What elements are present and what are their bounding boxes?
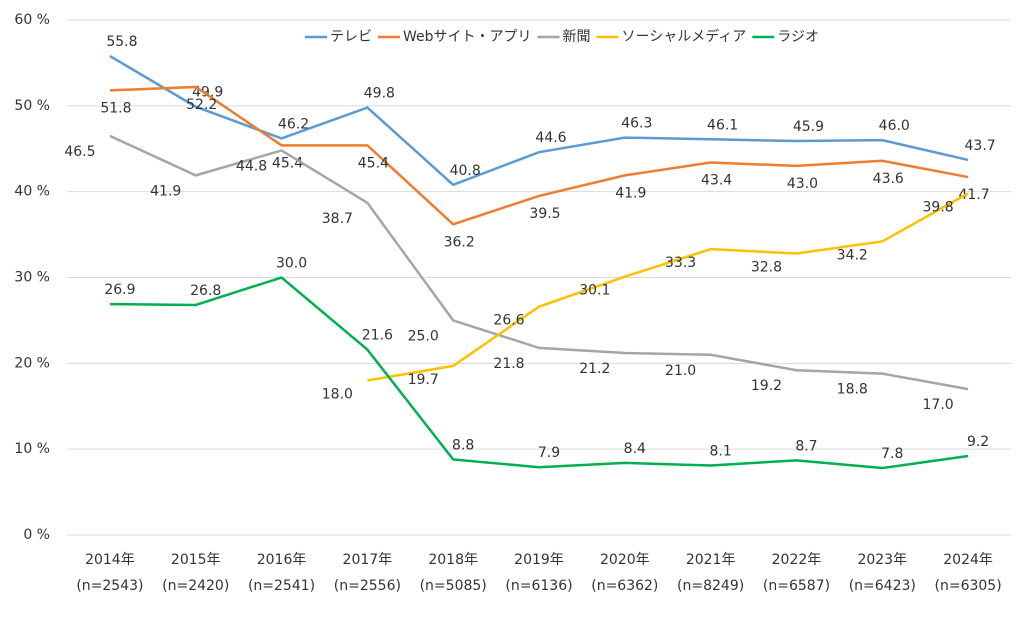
series-line <box>367 192 969 382</box>
series-line <box>109 85 969 226</box>
data-label: 39.8 <box>923 199 954 215</box>
data-label: 46.0 <box>879 118 910 134</box>
data-label: 26.6 <box>493 313 524 329</box>
data-label: 46.5 <box>64 144 95 160</box>
data-label: 41.7 <box>959 187 990 203</box>
data-label: 45.4 <box>272 155 303 171</box>
data-label: 44.6 <box>535 130 566 146</box>
x-tick-label: 2016年 <box>257 552 307 568</box>
x-tick-note: (n=6423) <box>849 578 916 594</box>
data-label: 9.2 <box>967 434 989 450</box>
x-tick-note: (n=6136) <box>505 578 572 594</box>
data-label: 7.9 <box>538 445 560 461</box>
data-label: 43.7 <box>965 138 996 154</box>
x-tick-label: 2014年 <box>85 552 135 568</box>
legend-label: Webサイト・アプリ <box>403 29 532 45</box>
x-tick-note: (n=6305) <box>935 578 1002 594</box>
data-label: 43.4 <box>701 172 732 188</box>
x-tick-label: 2019年 <box>514 552 564 568</box>
legend-label: ソーシャルメディア <box>622 28 747 45</box>
y-tick-label: 30 % <box>14 270 50 286</box>
x-tick-note: (n=2420) <box>162 578 229 594</box>
data-label: 21.6 <box>362 328 393 344</box>
data-label: 8.4 <box>624 441 646 457</box>
x-tick-note: (n=6587) <box>763 578 830 594</box>
data-label: 41.9 <box>150 183 181 199</box>
series-line <box>109 134 969 391</box>
data-label: 8.8 <box>452 437 474 453</box>
data-label: 34.2 <box>837 247 868 263</box>
data-label: 26.9 <box>104 282 135 298</box>
data-label: 19.7 <box>408 372 439 388</box>
data-label: 38.7 <box>322 211 353 227</box>
data-label: 19.2 <box>751 378 782 394</box>
data-label: 21.0 <box>665 363 696 379</box>
y-tick-label: 10 % <box>14 441 50 457</box>
data-label: 17.0 <box>923 397 954 413</box>
data-label: 45.9 <box>793 119 824 135</box>
x-tick-label: 2017年 <box>343 552 393 568</box>
x-tick-label: 2024年 <box>943 552 993 568</box>
legend-label: 新聞 <box>563 29 591 45</box>
data-label: 46.2 <box>278 116 309 132</box>
data-label: 49.8 <box>364 86 395 102</box>
x-tick-note: (n=2541) <box>248 578 315 594</box>
data-label: 51.8 <box>100 100 131 116</box>
data-label: 21.8 <box>493 356 524 372</box>
y-tick-label: 50 % <box>14 98 50 114</box>
data-label: 43.0 <box>787 176 818 192</box>
data-label: 46.3 <box>621 116 652 132</box>
data-label: 41.9 <box>615 185 646 201</box>
x-tick-label: 2018年 <box>428 552 478 568</box>
x-tick-note: (n=2543) <box>76 578 143 594</box>
data-label: 33.3 <box>665 255 696 271</box>
x-tick-label: 2015年 <box>171 552 221 568</box>
data-label: 18.0 <box>322 387 353 403</box>
data-label: 46.1 <box>707 117 738 133</box>
data-label: 8.1 <box>710 443 732 459</box>
y-tick-label: 0 % <box>23 527 50 543</box>
legend-label: ラジオ <box>777 29 819 45</box>
x-tick-label: 2023年 <box>857 552 907 568</box>
data-label: 32.8 <box>751 259 782 275</box>
data-label: 43.6 <box>873 171 904 187</box>
data-label: 21.2 <box>579 361 610 377</box>
data-label: 40.8 <box>450 163 481 179</box>
y-tick-label: 40 % <box>14 184 50 200</box>
series-line <box>109 54 969 187</box>
x-tick-note: (n=5085) <box>420 578 487 594</box>
legend-label: テレビ <box>330 29 372 45</box>
x-tick-note: (n=6362) <box>591 578 658 594</box>
data-label: 7.8 <box>881 446 903 462</box>
data-label: 39.5 <box>529 206 560 222</box>
data-label: 26.8 <box>190 283 221 299</box>
y-tick-label: 60 % <box>14 12 50 28</box>
data-label: 25.0 <box>408 328 439 344</box>
data-label: 55.8 <box>106 34 137 50</box>
x-tick-label: 2022年 <box>772 552 822 568</box>
x-tick-note: (n=2556) <box>334 578 401 594</box>
data-label: 8.7 <box>795 438 817 454</box>
data-label: 30.1 <box>579 283 610 299</box>
data-label: 52.2 <box>186 97 217 113</box>
data-label: 30.0 <box>276 256 307 272</box>
y-tick-label: 20 % <box>14 355 50 371</box>
data-label: 36.2 <box>444 234 475 250</box>
x-tick-label: 2021年 <box>686 552 736 568</box>
data-label: 44.8 <box>236 158 267 174</box>
x-tick-label: 2020年 <box>600 552 650 568</box>
data-label: 18.8 <box>837 382 868 398</box>
data-label: 45.4 <box>358 155 389 171</box>
series-line <box>109 276 969 470</box>
x-tick-note: (n=8249) <box>677 578 744 594</box>
